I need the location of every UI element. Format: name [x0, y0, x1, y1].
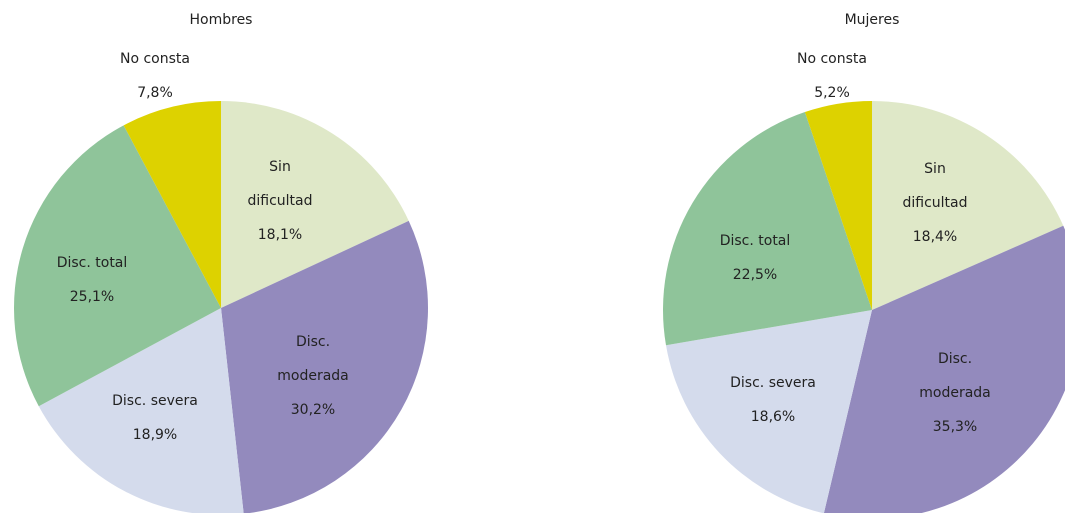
- slice-label: No consta 7,8%: [75, 42, 235, 110]
- category-label: Disc. moderada: [919, 351, 991, 401]
- category-label: Sin dificultad: [902, 161, 968, 211]
- value-label: 18,1%: [257, 227, 303, 243]
- value-label: 18,6%: [750, 409, 796, 425]
- category-label: Disc. total: [719, 233, 791, 249]
- slice-label: Disc. severa 18,9%: [75, 384, 235, 452]
- value-label: 30,2%: [290, 402, 336, 418]
- chart-title: Mujeres: [844, 12, 900, 28]
- pie-slice: [872, 101, 1064, 310]
- category-label: No consta: [797, 51, 867, 67]
- pie-slice: [666, 310, 872, 513]
- slice-label: No consta 5,2%: [752, 42, 912, 110]
- value-label: 18,9%: [132, 427, 178, 443]
- value-label: 22,5%: [732, 267, 778, 283]
- pie-slice: [123, 101, 221, 308]
- value-label: 5,2%: [814, 85, 850, 101]
- slice-label: Disc. total 22,5%: [675, 224, 835, 292]
- chart-title: Hombres: [189, 12, 253, 28]
- value-label: 7,8%: [137, 85, 173, 101]
- category-label: Disc. severa: [112, 393, 198, 409]
- slice-label: Sin dificultad 18,4%: [855, 152, 1015, 254]
- pie-slice: [221, 101, 409, 308]
- category-label: Disc. severa: [730, 375, 816, 391]
- slice-label: Sin dificultad 18,1%: [200, 150, 360, 252]
- pie-slice: [13, 125, 221, 407]
- pie-slice: [221, 220, 428, 513]
- category-label: No consta: [120, 51, 190, 67]
- category-label: Disc. total: [56, 255, 128, 271]
- pie-slice: [663, 112, 872, 346]
- value-label: 25,1%: [69, 289, 115, 305]
- pie-slice: [38, 308, 244, 513]
- value-label: 18,4%: [912, 229, 958, 245]
- category-label: Sin dificultad: [247, 159, 313, 209]
- value-label: 35,3%: [932, 419, 978, 435]
- slice-label: Disc. moderada 30,2%: [233, 325, 393, 427]
- slice-label: Disc. severa 18,6%: [693, 366, 853, 434]
- slice-label: Disc. total 25,1%: [12, 246, 172, 314]
- pie-slice: [823, 225, 1065, 513]
- slice-label: Disc. moderada 35,3%: [875, 342, 1035, 444]
- pie-slice: [804, 101, 872, 310]
- category-label: Disc. moderada: [277, 334, 349, 384]
